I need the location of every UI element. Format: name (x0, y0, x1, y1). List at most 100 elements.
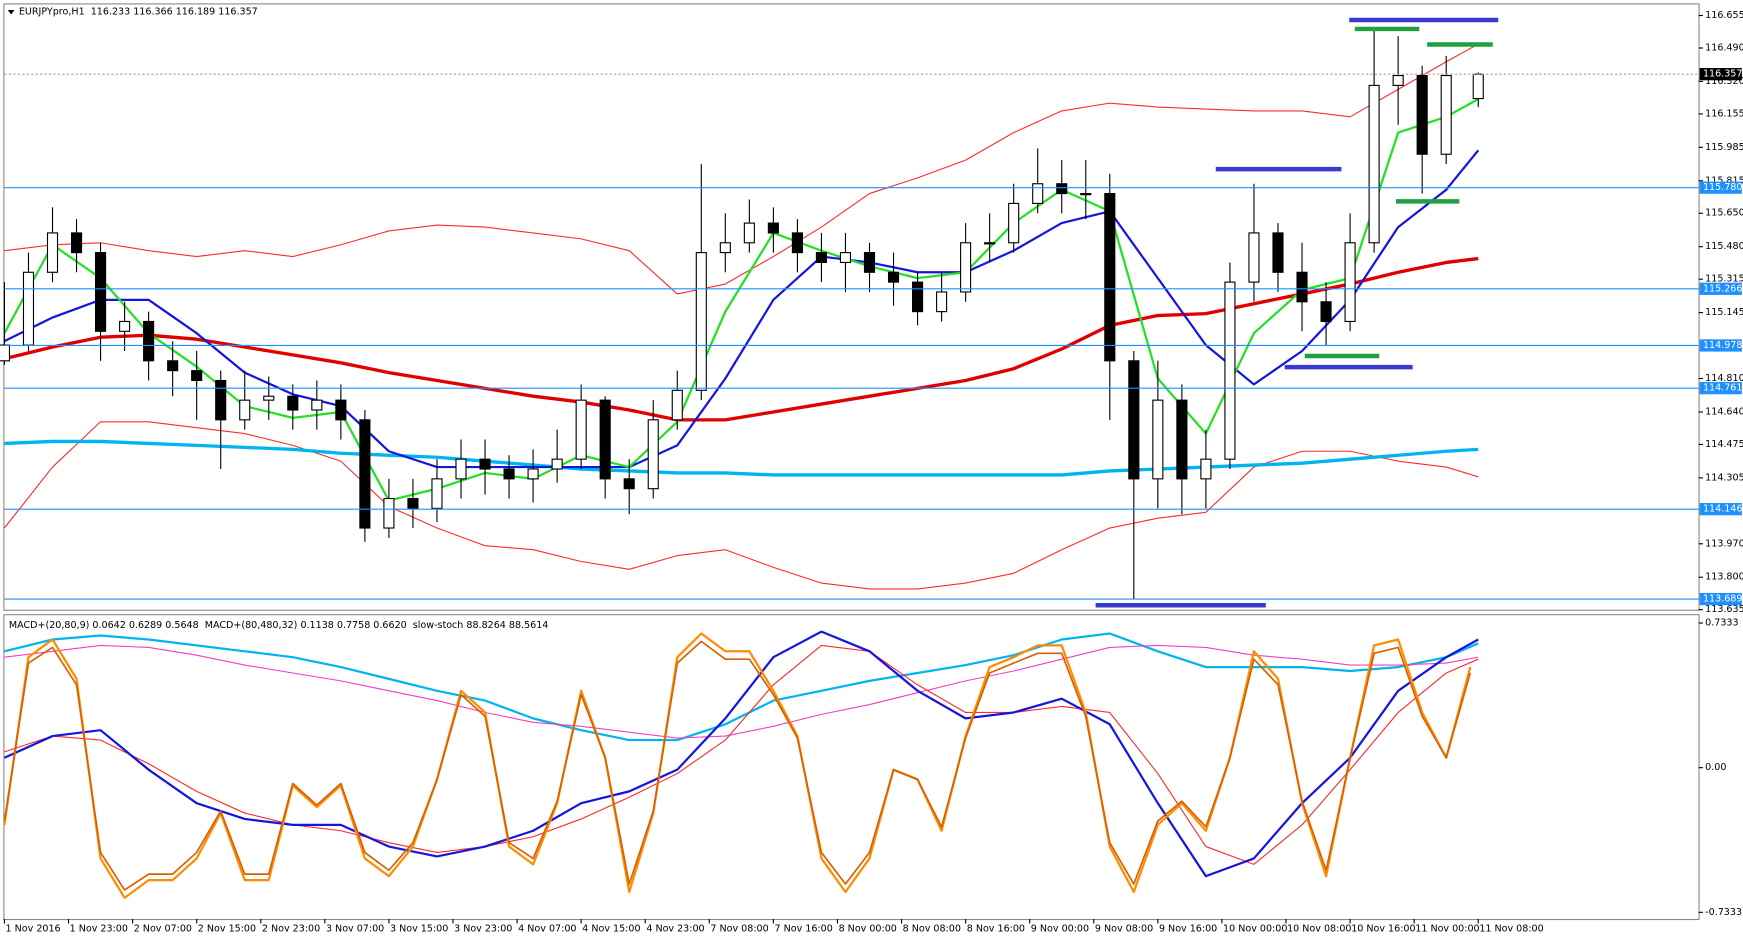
current-price-label: 116.357 (1703, 69, 1742, 80)
level-label: 114.146 (1703, 504, 1742, 515)
y-tick-label: 114.640 (1705, 406, 1743, 417)
candle-body (287, 395, 299, 411)
level-label-box (1699, 592, 1742, 606)
y-tick-label: 115.145 (1705, 307, 1743, 318)
candle-body (1008, 202, 1020, 244)
candle-body (1080, 193, 1092, 196)
candle-body (455, 458, 467, 480)
trend-segments (1095, 17, 1499, 608)
candle-body (1344, 242, 1356, 323)
candle-body (1056, 183, 1068, 195)
y-tick-label: 0.00 (1705, 762, 1726, 773)
candle-body (239, 399, 251, 421)
x-tick-label: 8 Nov 08:00 (903, 923, 961, 934)
x-tick-label: 10 Nov 00:00 (1223, 923, 1287, 934)
candle-body (936, 291, 948, 313)
y-tick-label: 115.315 (1705, 274, 1743, 285)
level-label-box (1699, 282, 1742, 295)
x-tick-label: 3 Nov 07:00 (326, 923, 384, 934)
candle-body (1296, 271, 1308, 303)
symbol-menu-arrow[interactable] (7, 10, 15, 15)
x-tick-label: 2 Nov 07:00 (134, 923, 192, 934)
candle-body (383, 497, 395, 529)
y-tick-label: 116.320 (1705, 76, 1743, 87)
y-tick-label: 115.650 (1705, 208, 1743, 219)
candle-body (479, 458, 491, 470)
candle-body (1152, 399, 1164, 480)
x-tick-label: 7 Nov 08:00 (710, 923, 768, 934)
indicator-line (3, 98, 1479, 502)
x-tick-label: 8 Nov 16:00 (967, 923, 1025, 934)
price-panel-header: EURJPYpro,H1 116.233 116.366 116.189 116… (19, 7, 258, 18)
indicator-panel-frame (3, 614, 1700, 921)
candle-body (791, 232, 803, 254)
indicator-line (3, 149, 1480, 469)
x-tick-label: 9 Nov 00:00 (1031, 923, 1089, 934)
candle-body (1416, 74, 1428, 155)
candle-body (22, 271, 35, 346)
candle-body (767, 222, 779, 234)
candle-body (70, 232, 83, 254)
x-tick-label: 11 Nov 08:00 (1479, 923, 1543, 934)
x-tick-label: 2 Nov 15:00 (198, 923, 256, 934)
y-tick-label: 116.490 (1705, 42, 1743, 53)
level-label: 114.761 (1703, 383, 1742, 394)
indicator-line (4, 421, 1479, 590)
candle-body (1200, 458, 1212, 480)
y-tick-label: 115.480 (1705, 241, 1743, 252)
x-tick-label: 4 Nov 07:00 (518, 923, 576, 934)
candle-body (984, 242, 996, 245)
candle-body (95, 252, 107, 332)
candle-body (1368, 84, 1380, 244)
stochastic-line (3, 640, 1472, 891)
current-price-box (1699, 68, 1742, 81)
candle-body (1128, 360, 1140, 480)
candle-body (143, 320, 155, 362)
x-tick-label: 2 Nov 23:00 (262, 923, 320, 934)
candle-body (0, 344, 11, 362)
x-tick-label: 4 Nov 15:00 (582, 923, 640, 934)
candle-body (407, 497, 419, 509)
candle-body (863, 252, 876, 273)
x-tick-label: 7 Nov 16:00 (774, 923, 832, 934)
x-tick-label: 8 Nov 00:00 (839, 923, 897, 934)
candle-body (1176, 399, 1188, 480)
candle-body (1472, 73, 1484, 100)
candle-body (1440, 74, 1452, 155)
candle-body (1248, 232, 1260, 283)
candle-body (815, 252, 828, 263)
x-tick-label: 10 Nov 08:00 (1287, 923, 1351, 934)
x-tick-label: 10 Nov 16:00 (1351, 923, 1415, 934)
y-tick-label: 114.305 (1705, 472, 1743, 483)
level-label: 115.780 (1703, 182, 1742, 193)
x-tick-label: 1 Nov 23:00 (70, 923, 128, 934)
candle-body (335, 399, 347, 421)
x-tick-label: 9 Nov 16:00 (1159, 923, 1217, 934)
candle-body (527, 468, 539, 480)
x-tick-label: 3 Nov 23:00 (454, 923, 512, 934)
y-tick-label: 113.800 (1705, 572, 1743, 583)
level-label-box (1699, 503, 1742, 516)
candle-body (167, 360, 179, 372)
candle-body (119, 320, 131, 332)
x-tick-label: 3 Nov 15:00 (390, 923, 448, 934)
y-tick-label: 113.635 (1705, 604, 1743, 615)
candle-body (719, 242, 731, 254)
level-label: 113.689 (1703, 594, 1742, 605)
candle-body (1392, 74, 1404, 86)
x-tick-label: 4 Nov 23:00 (646, 923, 704, 934)
candle-body (1320, 301, 1332, 323)
y-tick-label: 116.655 (1705, 10, 1743, 21)
x-tick-label: 11 Nov 00:00 (1415, 923, 1479, 934)
candle-body (743, 222, 755, 244)
candle-body (599, 399, 611, 480)
candle-body (311, 399, 323, 411)
indicator-panel-header: MACD+(20,80,9) 0.0642 0.6289 0.5648 MACD… (9, 620, 548, 631)
candle-body (46, 232, 59, 273)
y-tick-label: -0.7333 (1705, 907, 1742, 918)
level-label-box (1699, 181, 1742, 194)
level-label: 115.266 (1703, 283, 1742, 294)
